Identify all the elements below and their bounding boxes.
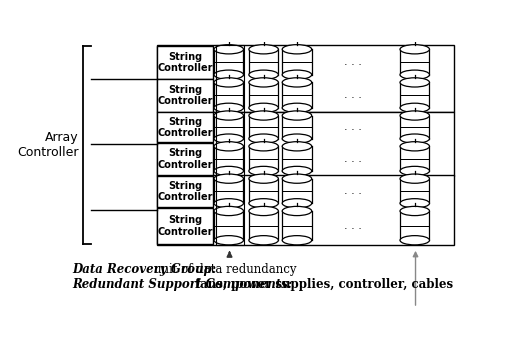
Ellipse shape xyxy=(400,174,429,183)
Bar xyxy=(400,179,429,203)
Text: String
Controller: String Controller xyxy=(157,85,213,106)
Bar xyxy=(215,46,244,245)
Text: Data Recovery Group:: Data Recovery Group: xyxy=(72,263,221,276)
Bar xyxy=(282,82,312,108)
Bar xyxy=(214,82,243,108)
Ellipse shape xyxy=(214,134,243,143)
Bar xyxy=(282,49,312,75)
Ellipse shape xyxy=(249,134,278,143)
Bar xyxy=(282,179,312,203)
Ellipse shape xyxy=(400,78,429,87)
Ellipse shape xyxy=(214,166,243,175)
Bar xyxy=(214,49,243,75)
Ellipse shape xyxy=(282,70,312,79)
Ellipse shape xyxy=(214,45,243,54)
Bar xyxy=(282,115,312,139)
Bar xyxy=(400,146,429,171)
Bar xyxy=(282,146,312,171)
Ellipse shape xyxy=(400,199,429,208)
Ellipse shape xyxy=(214,70,243,79)
Ellipse shape xyxy=(214,142,243,151)
Bar xyxy=(157,143,213,175)
Ellipse shape xyxy=(249,207,278,216)
Text: . . .: . . . xyxy=(344,186,362,196)
Ellipse shape xyxy=(249,166,278,175)
Bar xyxy=(249,82,278,108)
Ellipse shape xyxy=(249,174,278,183)
Ellipse shape xyxy=(400,111,429,120)
Ellipse shape xyxy=(214,199,243,208)
Ellipse shape xyxy=(214,111,243,120)
Text: Redundant Support Components:: Redundant Support Components: xyxy=(72,279,296,292)
Text: String
Controller: String Controller xyxy=(157,148,213,170)
Bar xyxy=(214,146,243,171)
Bar xyxy=(249,146,278,171)
Ellipse shape xyxy=(282,111,312,120)
Ellipse shape xyxy=(249,111,278,120)
Bar xyxy=(249,211,278,240)
Text: unit of data redundancy: unit of data redundancy xyxy=(154,263,296,276)
Ellipse shape xyxy=(282,236,312,245)
Bar xyxy=(249,115,278,139)
Bar xyxy=(400,115,429,139)
Bar xyxy=(157,112,213,143)
Bar xyxy=(157,112,454,175)
Ellipse shape xyxy=(282,199,312,208)
Ellipse shape xyxy=(249,70,278,79)
Ellipse shape xyxy=(400,166,429,175)
Bar xyxy=(157,208,213,244)
Bar xyxy=(157,79,213,112)
Bar xyxy=(214,115,243,139)
Ellipse shape xyxy=(214,78,243,87)
Ellipse shape xyxy=(282,45,312,54)
Bar xyxy=(249,49,278,75)
Ellipse shape xyxy=(282,166,312,175)
Ellipse shape xyxy=(400,103,429,112)
Ellipse shape xyxy=(400,236,429,245)
Bar xyxy=(157,175,213,207)
Bar xyxy=(282,211,312,240)
Ellipse shape xyxy=(249,199,278,208)
Text: . . .: . . . xyxy=(344,221,362,231)
Bar xyxy=(400,49,429,75)
Ellipse shape xyxy=(282,207,312,216)
Ellipse shape xyxy=(249,45,278,54)
Text: . . .: . . . xyxy=(344,90,362,101)
Ellipse shape xyxy=(249,142,278,151)
Text: String
Controller: String Controller xyxy=(157,116,213,138)
Ellipse shape xyxy=(400,207,429,216)
Ellipse shape xyxy=(282,142,312,151)
Bar xyxy=(214,179,243,203)
Ellipse shape xyxy=(282,78,312,87)
Text: fans, power supplies, controller, cables: fans, power supplies, controller, cables xyxy=(195,279,453,292)
Bar xyxy=(400,82,429,108)
Text: String
Controller: String Controller xyxy=(157,180,213,202)
Ellipse shape xyxy=(249,236,278,245)
Ellipse shape xyxy=(282,174,312,183)
Text: . . .: . . . xyxy=(344,122,362,132)
Bar xyxy=(249,179,278,203)
Bar xyxy=(400,211,429,240)
Ellipse shape xyxy=(214,103,243,112)
Ellipse shape xyxy=(214,236,243,245)
Ellipse shape xyxy=(400,45,429,54)
Ellipse shape xyxy=(249,78,278,87)
Ellipse shape xyxy=(282,103,312,112)
Bar xyxy=(157,175,454,245)
Ellipse shape xyxy=(400,70,429,79)
Bar xyxy=(157,46,213,79)
Text: . . .: . . . xyxy=(344,154,362,164)
Text: String
Controller: String Controller xyxy=(157,215,213,237)
Bar xyxy=(214,211,243,240)
Ellipse shape xyxy=(214,174,243,183)
Ellipse shape xyxy=(282,134,312,143)
Bar xyxy=(157,46,454,112)
Text: Array
Controller: Array Controller xyxy=(17,131,78,159)
Text: . . .: . . . xyxy=(344,58,362,67)
Ellipse shape xyxy=(400,134,429,143)
Ellipse shape xyxy=(214,207,243,216)
Text: String
Controller: String Controller xyxy=(157,52,213,73)
Ellipse shape xyxy=(249,103,278,112)
Ellipse shape xyxy=(400,142,429,151)
